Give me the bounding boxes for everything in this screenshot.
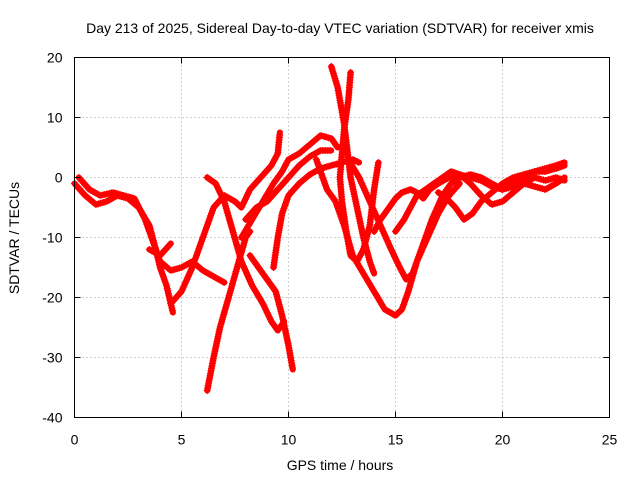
data-marker bbox=[393, 310, 401, 318]
data-marker bbox=[396, 307, 404, 315]
data-marker bbox=[369, 268, 377, 276]
y-axis-label: SDTVAR / TECUs bbox=[6, 182, 22, 294]
markers-track-5 bbox=[203, 228, 254, 394]
data-marker bbox=[129, 194, 137, 202]
y-tick-label: -40 bbox=[42, 410, 62, 426]
data-marker bbox=[233, 200, 241, 208]
data-marker bbox=[448, 200, 456, 208]
x-axis-label: GPS time / hours bbox=[287, 457, 394, 473]
x-tick-label: 0 bbox=[71, 432, 79, 448]
data-marker bbox=[80, 191, 88, 199]
data-marker bbox=[231, 198, 239, 206]
markers-track-4 bbox=[145, 240, 174, 259]
data-marker bbox=[405, 273, 413, 281]
y-tick-label: 0 bbox=[55, 170, 63, 186]
data-marker bbox=[276, 131, 284, 139]
data-marker bbox=[394, 192, 402, 200]
y-tick-label: -10 bbox=[42, 230, 62, 246]
y-tick-label: 10 bbox=[47, 110, 63, 126]
x-tick-label: 5 bbox=[178, 432, 186, 448]
markers-track-10 bbox=[242, 147, 334, 223]
data-marker bbox=[392, 194, 400, 202]
markers-track-6 bbox=[203, 174, 287, 334]
data-marker bbox=[168, 306, 176, 314]
data-marker bbox=[235, 201, 243, 209]
data-marker bbox=[419, 194, 427, 202]
y-tick-labels: -40 -30 -20 -10 0 10 20 bbox=[42, 50, 62, 426]
data-marker bbox=[403, 274, 411, 282]
x-tick-label: 10 bbox=[281, 432, 297, 448]
data-marker bbox=[559, 176, 567, 184]
y-tick-label: -30 bbox=[42, 350, 62, 366]
data-marker bbox=[443, 194, 451, 202]
data-marker bbox=[294, 163, 302, 171]
y-tick-label: 20 bbox=[47, 50, 63, 66]
data-marker bbox=[446, 198, 454, 206]
chart-title: Day 213 of 2025, Sidereal Day-to-day VTE… bbox=[86, 20, 594, 36]
axis-ticks bbox=[74, 57, 610, 418]
x-tick-label: 20 bbox=[495, 432, 511, 448]
markers-track-7 bbox=[246, 252, 297, 372]
series-layer bbox=[71, 63, 568, 394]
data-marker bbox=[166, 240, 174, 248]
markers-track-3 bbox=[167, 131, 284, 307]
x-tick-labels: 0 5 10 15 20 25 bbox=[71, 432, 618, 448]
data-marker bbox=[284, 157, 292, 165]
data-marker bbox=[449, 201, 457, 209]
data-marker bbox=[354, 158, 362, 166]
markers-track-17 bbox=[434, 162, 567, 223]
x-tick-label: 15 bbox=[388, 432, 404, 448]
data-marker bbox=[559, 162, 567, 170]
data-marker bbox=[407, 271, 415, 279]
markers-track-16 bbox=[392, 168, 567, 235]
data-marker bbox=[289, 364, 297, 372]
markers-track-9 bbox=[270, 156, 362, 271]
markers-track-1 bbox=[71, 180, 176, 314]
data-marker bbox=[454, 181, 462, 189]
markers-track-8 bbox=[237, 132, 341, 241]
data-marker bbox=[380, 305, 388, 313]
data-marker bbox=[326, 147, 334, 154]
series-track-7 bbox=[247, 252, 296, 373]
data-marker bbox=[444, 196, 452, 204]
x-tick-label: 25 bbox=[602, 432, 618, 448]
series-track-5 bbox=[204, 228, 253, 394]
data-marker bbox=[396, 191, 404, 199]
data-marker bbox=[395, 309, 403, 317]
data-marker bbox=[220, 278, 228, 286]
markers-track-2 bbox=[75, 174, 228, 286]
y-tick-label: -20 bbox=[42, 290, 62, 306]
data-marker bbox=[374, 159, 382, 167]
